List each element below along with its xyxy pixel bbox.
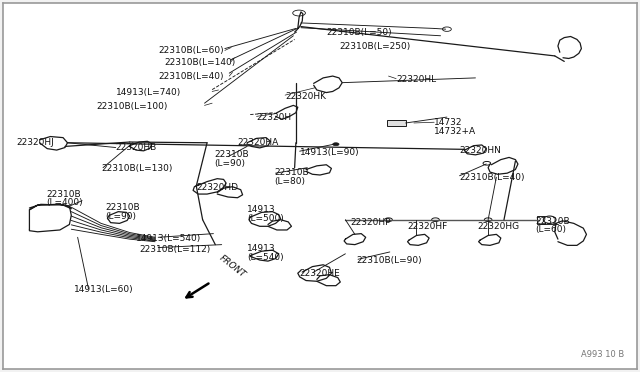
Text: 22310B(L=130): 22310B(L=130): [101, 164, 173, 173]
Text: (L=60): (L=60): [536, 225, 566, 234]
Text: 14913: 14913: [247, 205, 276, 214]
Text: (L=500): (L=500): [247, 214, 284, 223]
Text: (L=90): (L=90): [106, 212, 136, 221]
Text: 22310B: 22310B: [106, 203, 140, 212]
Text: 22320HB: 22320HB: [116, 142, 157, 152]
Text: 22320HN: 22320HN: [460, 146, 502, 155]
Text: 22320HP: 22320HP: [351, 218, 391, 227]
Text: 22310B(L=250): 22310B(L=250): [339, 42, 410, 51]
Text: 22310B(L=50): 22310B(L=50): [326, 28, 392, 36]
Text: 22320HE: 22320HE: [300, 269, 340, 278]
Text: 22320HA: 22320HA: [237, 138, 279, 147]
Text: 14913(L=60): 14913(L=60): [74, 285, 134, 294]
Text: 22310B: 22310B: [275, 168, 309, 177]
Text: 22320HJ: 22320HJ: [17, 138, 54, 147]
Text: 14913: 14913: [247, 244, 276, 253]
Ellipse shape: [484, 218, 492, 222]
Text: 22320HG: 22320HG: [477, 222, 520, 231]
Text: A993 10 B: A993 10 B: [581, 350, 625, 359]
Text: 22320HK: 22320HK: [285, 92, 326, 101]
Ellipse shape: [431, 218, 439, 222]
Text: (L=90): (L=90): [214, 159, 245, 168]
Text: 22320HF: 22320HF: [408, 222, 448, 231]
Text: FRONT: FRONT: [217, 253, 247, 279]
Text: 22310B(L=40): 22310B(L=40): [158, 71, 224, 81]
Text: 14913(L=740): 14913(L=740): [116, 88, 181, 97]
Text: 22310B(L=40): 22310B(L=40): [460, 173, 525, 182]
Text: 22320HD: 22320HD: [196, 183, 238, 192]
Text: 22310B(L=100): 22310B(L=100): [97, 102, 168, 110]
Text: 22320H: 22320H: [257, 113, 292, 122]
Bar: [537, 216, 545, 224]
Text: 22320HL: 22320HL: [396, 75, 436, 84]
Text: (L=80): (L=80): [275, 177, 305, 186]
Text: 14913(L=540): 14913(L=540): [136, 234, 201, 243]
Text: 22310B(L=140): 22310B(L=140): [164, 58, 236, 67]
Ellipse shape: [333, 143, 339, 146]
Text: 14732: 14732: [434, 118, 463, 128]
Text: 22310B(L=112): 22310B(L=112): [139, 244, 211, 254]
Text: 22310B(L=60): 22310B(L=60): [158, 46, 224, 55]
Text: 22310B: 22310B: [536, 217, 570, 226]
Text: (L=540): (L=540): [247, 253, 284, 262]
Text: 14732+A: 14732+A: [434, 127, 476, 136]
Text: 22310B: 22310B: [214, 150, 249, 159]
Text: 22310B: 22310B: [46, 190, 81, 199]
Text: 22310B(L=90): 22310B(L=90): [356, 256, 422, 264]
Text: (L=400): (L=400): [46, 198, 83, 207]
Bar: [387, 120, 406, 126]
Ellipse shape: [543, 216, 556, 223]
Text: 14913(L=90): 14913(L=90): [300, 148, 359, 157]
Ellipse shape: [483, 161, 491, 165]
Ellipse shape: [385, 218, 392, 222]
